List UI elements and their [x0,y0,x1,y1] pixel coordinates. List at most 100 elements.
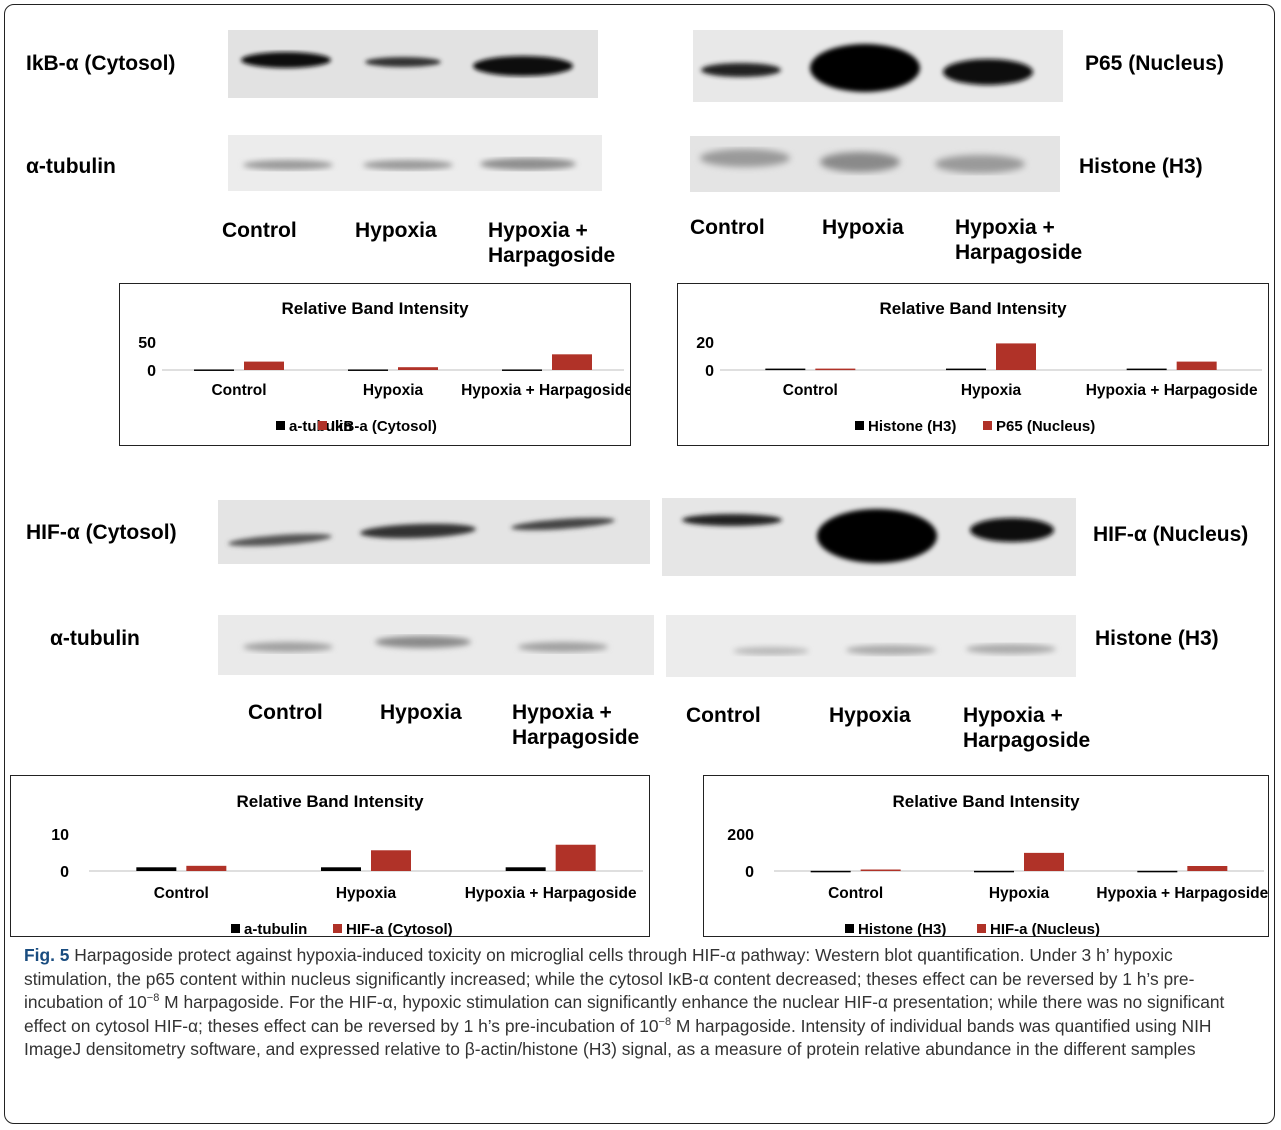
bar-chart-hif-nucleus: Relative Band Intensity 0 200 Control Hypoxi… [703,775,1269,937]
figure-frame [4,4,1275,1124]
western-blot-ikb-tubulin [228,135,602,191]
bar-target [555,844,596,871]
lane-label: Hypoxia + Harpagoside [512,701,640,749]
legend-swatch [333,924,342,933]
chart-title: Relative Band Intensity [236,792,424,811]
blot-label-ikb: IkB-α (Cytosol) [26,52,176,75]
legend-swatch [845,924,854,933]
western-blot-hif-tubulin [218,615,654,675]
lane-label: Hypoxia [829,704,911,727]
western-blot-p65 [693,30,1063,102]
caption-text: Harpagoside protect against hypoxia-indu… [24,945,1195,1013]
bar-chart-ikb: Relative Band Intensity 0 50 Control Hypoxia… [119,283,631,446]
bar-target [186,865,227,871]
lane-label: Hypoxia [380,701,462,724]
western-blot-ikb [228,30,598,98]
chart-svg: Relative Band Intensity 0 200 Control Hypoxi… [727,792,1268,936]
lane-label: Control [222,219,297,242]
blot-label-hif-cytosol-control: α-tubulin [50,627,140,650]
x-category-label: Hypoxia + Harpagoside [465,885,637,902]
y-tick-label: 0 [745,864,754,881]
chart-title: Relative Band Intensity [281,299,469,318]
bar-control [502,369,542,371]
x-category-label: Hypoxia + Harpagoside [1086,382,1258,399]
blot-label-hif-nucleus: HIF-α (Nucleus) [1093,523,1249,546]
lane-label: Control [686,704,761,727]
x-category-label: Control [154,885,209,902]
bar-control [1126,368,1167,371]
legend-swatch [977,924,986,933]
lane-label: Hypoxia [822,216,904,239]
caption-label: Fig. 5 [24,945,70,965]
y-tick-label: 0 [60,864,69,881]
blot-label-p65: P65 (Nucleus) [1085,52,1224,75]
western-blot-hif-nucleus [662,498,1076,576]
blot-label-p65-control: Histone (H3) [1079,155,1203,178]
bar-control [1137,870,1178,873]
blot-label-ikb-control: α-tubulin [26,155,116,178]
legend-label: Histone (H3) [868,418,956,435]
y-tick-label: 20 [696,335,714,352]
bar-target [1024,852,1064,871]
bar-control [505,867,546,871]
western-blot-hif-histone [666,615,1076,677]
chart-svg: Relative Band Intensity 0 50 Control Hypoxia… [138,299,630,435]
legend-swatch [855,421,864,430]
bar-control [946,368,986,371]
caption-text: M harpagoside. Intensity of individual b… [24,1015,1212,1060]
blot-label-hif-nucleus-control: Histone (H3) [1095,627,1219,650]
chart-svg: Relative Band Intensity 0 10 Control Hypoxia… [51,792,643,936]
bar-control [321,867,361,871]
legend-swatch [276,421,285,430]
legend-label: Histone (H3) [858,921,946,936]
x-category-label: Control [783,382,838,399]
bar-chart-p65: Relative Band Intensity 0 20 Control Hypoxia… [677,283,1269,446]
figure-caption: Fig. 5 Harpagoside protect against hypox… [24,944,1264,1062]
x-category-label: Hypoxia + Harpagoside [461,382,630,399]
lane-label: Control [248,701,323,724]
bar-target [371,850,411,871]
legend-label: HIF-a (Cytosol) [346,921,453,936]
x-category-label: Control [211,382,266,399]
x-category-label: Hypoxia [989,885,1050,902]
bar-target [1187,866,1228,871]
lane-label: Hypoxia + Harpagoside [955,216,1083,264]
lane-label: Hypoxia [355,219,437,242]
caption-superscript: −8 [146,992,160,1005]
lane-label: Control [690,216,765,239]
legend-label: a-tubulin [244,921,307,936]
bar-target [552,354,592,370]
bar-control [194,369,234,371]
bar-target [244,361,284,370]
legend-label: P65 (Nucleus) [996,418,1095,435]
chart-svg: Relative Band Intensity 0 20 Control Hypoxia… [696,299,1262,435]
x-category-label: Control [828,885,883,902]
western-blot-hif-cytosol [218,500,650,564]
bar-control [348,369,388,371]
caption-superscript: −8 [658,1015,672,1028]
y-tick-label: 0 [705,363,714,380]
legend-swatch [318,421,327,430]
y-tick-label: 0 [147,363,156,380]
x-category-label: Hypoxia [961,382,1022,399]
bar-target [398,367,438,370]
western-blot-p65-histone [690,136,1060,192]
y-tick-label: 200 [727,827,754,844]
lane-label: Hypoxia + Harpagoside [963,704,1091,752]
chart-title: Relative Band Intensity [892,792,1080,811]
x-category-label: Hypoxia [336,885,397,902]
x-category-label: Hypoxia [363,382,424,399]
bar-target [860,869,901,872]
legend-label: HIF-a (Nucleus) [990,921,1100,936]
chart-title: Relative Band Intensity [879,299,1067,318]
y-tick-label: 10 [51,827,69,844]
y-tick-label: 50 [138,335,156,352]
bar-target [1176,361,1217,370]
bar-control [974,870,1014,873]
lane-label: Hypoxia + Harpagoside [488,219,616,267]
bar-target [996,343,1036,370]
bar-target [815,368,856,371]
legend-swatch [983,421,992,430]
legend-label: IkB-a (Cytosol) [331,418,437,435]
caption-text: M harpagoside. For the HIF-α, hypoxic st… [24,992,1225,1036]
